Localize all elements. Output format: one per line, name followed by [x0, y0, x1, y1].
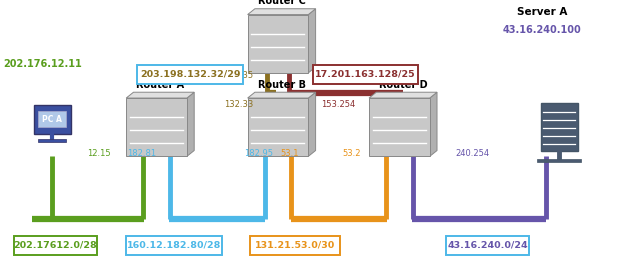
Text: 203.198.132.32/29: 203.198.132.32/29 [140, 70, 241, 79]
FancyBboxPatch shape [446, 236, 530, 254]
FancyBboxPatch shape [38, 139, 66, 142]
FancyBboxPatch shape [369, 98, 429, 156]
Polygon shape [308, 9, 316, 73]
FancyBboxPatch shape [13, 236, 97, 254]
Text: Router A: Router A [136, 80, 184, 90]
FancyBboxPatch shape [125, 236, 222, 254]
Polygon shape [127, 92, 194, 98]
Polygon shape [187, 92, 194, 156]
Text: Router B: Router B [258, 80, 305, 90]
FancyBboxPatch shape [248, 98, 309, 156]
Text: Router D: Router D [379, 80, 427, 90]
FancyBboxPatch shape [137, 65, 243, 84]
FancyBboxPatch shape [537, 159, 581, 162]
FancyBboxPatch shape [313, 65, 418, 84]
Polygon shape [369, 92, 437, 98]
FancyBboxPatch shape [34, 105, 71, 134]
Polygon shape [308, 92, 316, 156]
Text: 17.201.163.128/25: 17.201.163.128/25 [315, 70, 416, 79]
Text: 53.1: 53.1 [281, 149, 299, 158]
FancyBboxPatch shape [541, 103, 578, 151]
Text: 131.21.53.0/30: 131.21.53.0/30 [255, 241, 335, 250]
Text: 132.33: 132.33 [224, 100, 254, 109]
Text: 43.16.240.100: 43.16.240.100 [502, 25, 581, 35]
Text: 182.95: 182.95 [244, 149, 273, 158]
Text: 53.2: 53.2 [343, 149, 361, 158]
Text: 202.176.12.11: 202.176.12.11 [3, 59, 82, 69]
FancyBboxPatch shape [38, 111, 66, 127]
Text: 132.35: 132.35 [224, 71, 254, 80]
FancyBboxPatch shape [127, 98, 187, 156]
Text: 43.16.240.0/24: 43.16.240.0/24 [447, 241, 528, 250]
Text: Server A: Server A [517, 7, 567, 17]
Text: 153.129: 153.129 [321, 71, 355, 80]
Text: 12.15: 12.15 [88, 149, 111, 158]
Text: 160.12.182.80/28: 160.12.182.80/28 [127, 241, 221, 250]
Text: 182.81: 182.81 [127, 149, 157, 158]
Text: Router C: Router C [258, 0, 305, 6]
Polygon shape [248, 92, 316, 98]
FancyBboxPatch shape [250, 236, 340, 254]
Text: 202.17612.0/28: 202.17612.0/28 [13, 241, 98, 250]
Text: 240.254: 240.254 [456, 149, 490, 158]
Polygon shape [429, 92, 437, 156]
Text: PC A: PC A [42, 115, 63, 124]
Polygon shape [248, 9, 316, 15]
Text: 153.254: 153.254 [321, 100, 355, 109]
FancyBboxPatch shape [248, 15, 309, 73]
